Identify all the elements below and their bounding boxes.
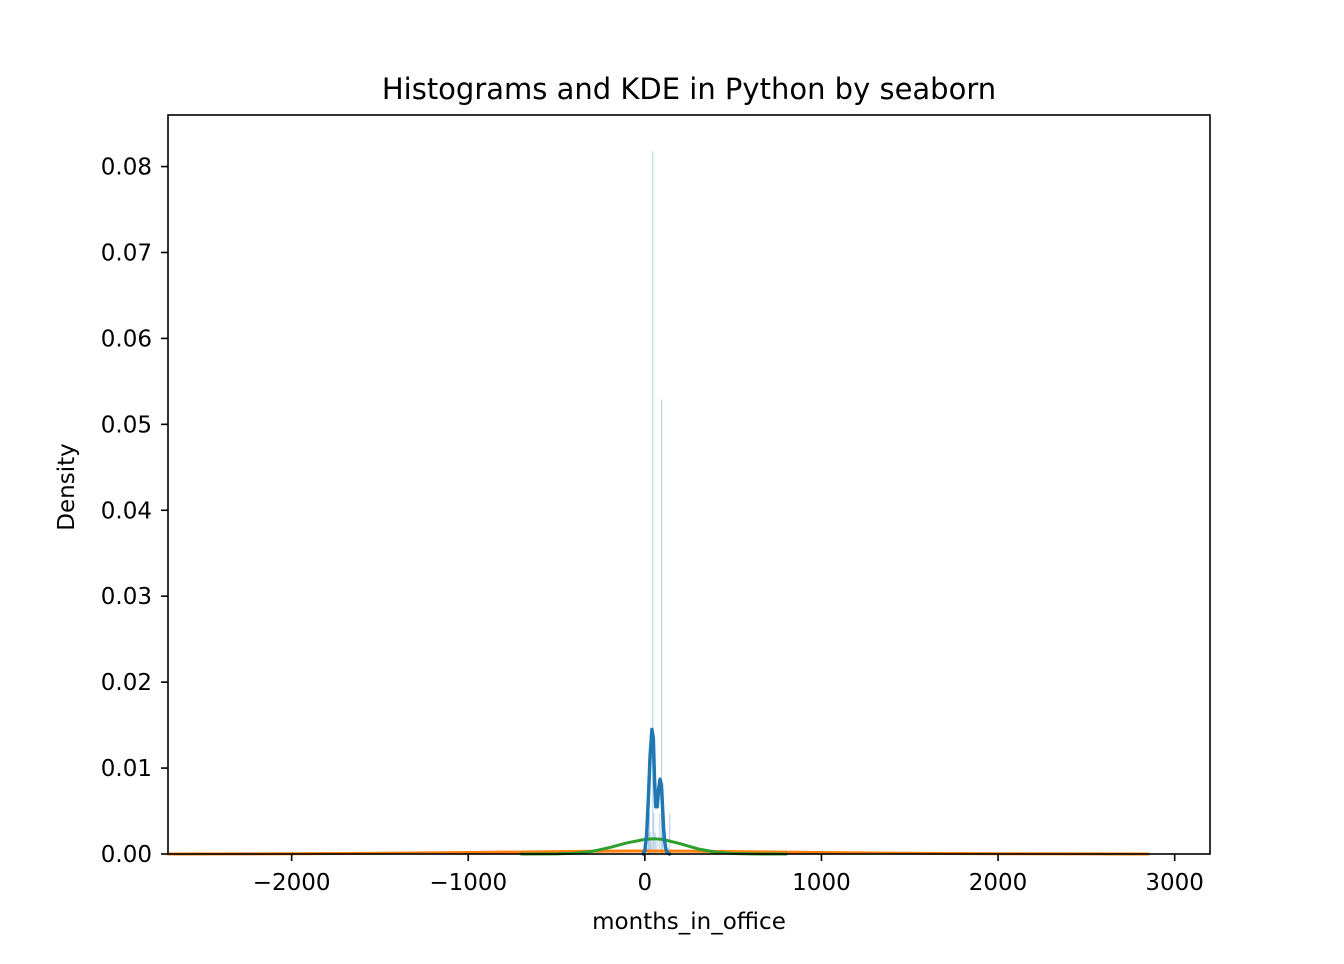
histogram-bar	[653, 813, 655, 854]
x-tick-label: 2000	[969, 870, 1028, 896]
histogram-bar	[649, 832, 651, 854]
y-axis-label: Density	[54, 443, 80, 530]
x-axis-ticks: −2000 −1000 0 1000 2000 3000	[253, 854, 1204, 896]
histogram-bar	[656, 841, 658, 854]
y-tick-label: 0.05	[101, 412, 152, 438]
histogram-bar	[652, 151, 654, 854]
y-tick-label: 0.02	[101, 670, 152, 696]
y-tick-label: 0.03	[101, 584, 152, 610]
histogram-bar	[648, 813, 650, 854]
histogram-bar	[662, 832, 664, 854]
histogram-bar	[661, 399, 663, 854]
histogram-bar	[659, 813, 661, 854]
chart-title: Histograms and KDE in Python by seaborn	[382, 72, 996, 106]
x-tick-label: −1000	[429, 870, 507, 896]
y-tick-label: 0.08	[101, 155, 152, 181]
x-tick-label: 1000	[792, 870, 851, 896]
kde-line-1	[641, 727, 672, 856]
histogram-bar	[669, 813, 671, 854]
histogram-bar	[650, 841, 652, 854]
y-tick-label: 0.07	[101, 240, 152, 266]
x-tick-label: 3000	[1145, 870, 1204, 896]
histogram-bar	[648, 832, 650, 854]
y-tick-label: 0.06	[101, 326, 152, 352]
kde-line-3	[519, 837, 788, 856]
histogram-bar	[654, 832, 656, 854]
y-tick-label: 0.04	[101, 498, 152, 524]
x-axis-label: months_in_office	[592, 909, 786, 935]
x-tick-label: −2000	[253, 870, 331, 896]
x-tick-label: 0	[638, 870, 653, 896]
y-tick-label: 0.01	[101, 756, 152, 782]
y-tick-label: 0.00	[101, 842, 152, 868]
y-axis-ticks: 0.00 0.01 0.02 0.03 0.04 0.05 0.06 0.07 0.08	[101, 155, 168, 868]
plot-frame	[167, 114, 1211, 855]
